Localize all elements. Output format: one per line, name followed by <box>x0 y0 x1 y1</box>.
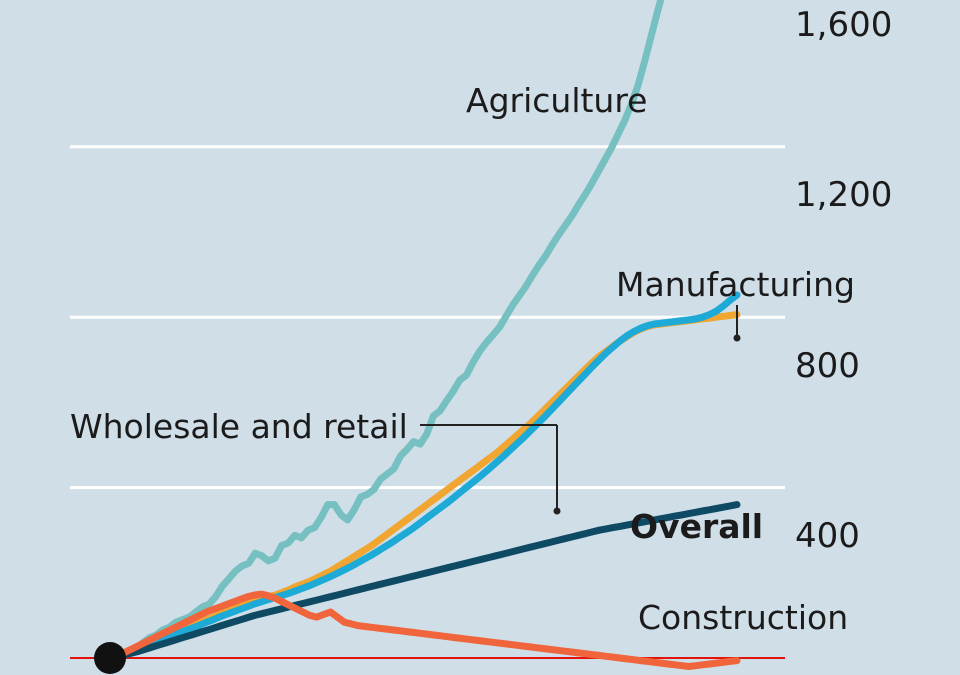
wholesale-label: Wholesale and retail <box>70 407 408 446</box>
y-tick-label-800: 800 <box>795 346 860 386</box>
construction-label: Construction <box>638 598 848 637</box>
label-layer: 1,600 1,200 800 400 Agriculture Manufact… <box>70 5 892 637</box>
series-line-construction <box>106 590 741 670</box>
y-tick-label-400: 400 <box>795 516 860 556</box>
y-tick-label-1600: 1,600 <box>795 5 892 45</box>
series-line-agriculture <box>106 0 665 662</box>
series-layer <box>94 0 741 674</box>
overall-label: Overall <box>630 507 763 546</box>
wholesale-leader-dot <box>553 507 561 515</box>
series-line-manufacturing <box>106 291 741 662</box>
manufacturing-label: Manufacturing <box>616 265 855 304</box>
agriculture-label: Agriculture <box>466 81 647 120</box>
start-point-marker <box>94 642 126 674</box>
annotation-layer <box>420 305 741 515</box>
series-line-overall <box>106 501 741 662</box>
y-tick-label-1200: 1,200 <box>795 175 892 215</box>
grid-layer <box>70 145 785 659</box>
manufacturing-leader-dot <box>733 334 741 342</box>
